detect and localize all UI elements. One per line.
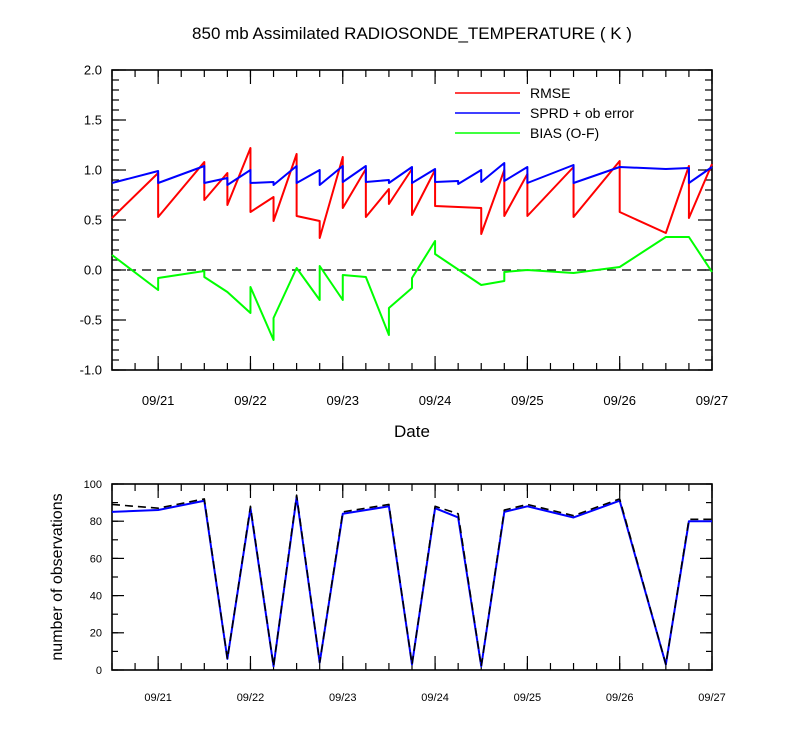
top-ticks: 09/21 09/22 09/23 09/24 09/25 09/26 09/27 2.0 1.… (80, 63, 729, 408)
bottom-y-tick-label: 0 (96, 665, 102, 677)
chart-title: 850 mb Assimilated RADIOSONDE_TEMPERATUR… (192, 24, 632, 43)
bottom-y-tick-label: 80 (90, 516, 102, 528)
bottom-ticks: 09/21 09/22 09/23 09/24 09/25 09/26 09/27 100 80… (84, 479, 726, 704)
top-x-tick-label: 09/24 (419, 393, 452, 408)
top-y-tick-label: 0.0 (84, 263, 102, 278)
top-y-tick-label: 1.0 (84, 163, 102, 178)
bottom-x-tick-label: 09/23 (329, 692, 357, 704)
bottom-x-tick-label: 09/25 (514, 692, 542, 704)
bottom-x-tick-label: 09/26 (606, 692, 634, 704)
bottom-x-tick-label: 09/21 (144, 692, 172, 704)
x-axis-label: Date (394, 422, 430, 441)
top-panel: 09/21 09/22 09/23 09/24 09/25 09/26 09/27 2.0 1.… (80, 63, 729, 441)
bottom-x-tick-label: 09/27 (698, 692, 726, 704)
top-x-tick-label: 09/22 (234, 393, 267, 408)
bottom-y-tick-label: 60 (90, 553, 102, 565)
top-x-tick-label: 09/23 (326, 393, 359, 408)
bottom-series-0 (111, 496, 712, 668)
y-axis-label: number of observations (49, 493, 66, 660)
legend-label: BIAS (O-F) (530, 125, 599, 141)
top-y-tick-label: 0.5 (84, 213, 102, 228)
bottom-y-tick-label: 100 (84, 479, 102, 491)
top-y-tick-label: -0.5 (80, 313, 102, 328)
top-series-0 (111, 147, 713, 239)
top-y-tick-label: 1.5 (84, 113, 102, 128)
legend: RMSE SPRD + ob error BIAS (O-F) (455, 85, 634, 141)
top-y-tick-label: 2.0 (84, 63, 102, 78)
top-x-tick-label: 09/27 (696, 393, 729, 408)
bottom-y-tick-label: 20 (90, 628, 102, 640)
top-series-group (111, 147, 713, 341)
top-x-tick-label: 09/26 (603, 393, 636, 408)
top-y-tick-label: -1.0 (80, 363, 102, 378)
legend-label: SPRD + ob error (530, 105, 634, 121)
top-series-2 (111, 236, 713, 341)
bottom-x-tick-label: 09/24 (421, 692, 449, 704)
legend-label: RMSE (530, 85, 570, 101)
bottom-series-group (111, 494, 712, 668)
bottom-x-tick-label: 09/22 (237, 692, 265, 704)
top-series-1 (111, 162, 713, 186)
top-x-tick-label: 09/25 (511, 393, 544, 408)
bottom-series-1 (111, 494, 712, 668)
bottom-panel: 09/21 09/22 09/23 09/24 09/25 09/26 09/27 100 80… (49, 479, 726, 704)
top-x-tick-label: 09/21 (142, 393, 175, 408)
bottom-y-tick-label: 40 (90, 590, 102, 602)
